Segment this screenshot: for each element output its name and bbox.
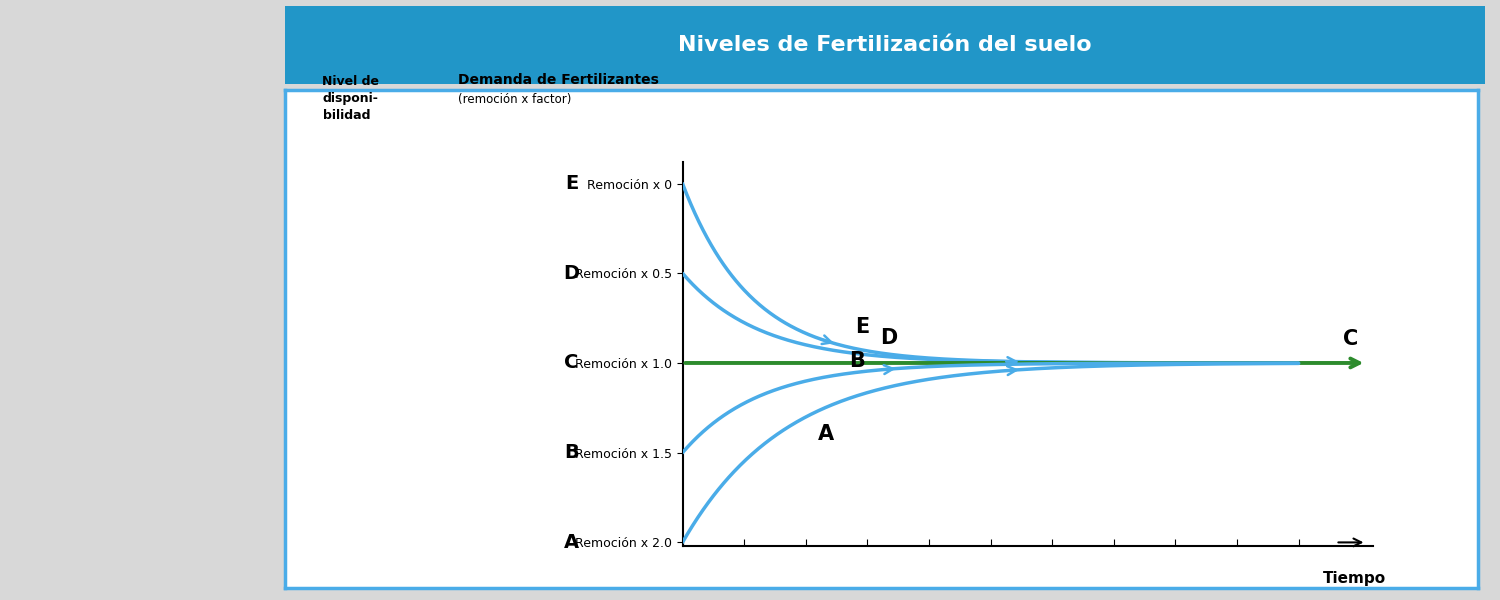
Text: D: D — [880, 328, 897, 347]
Text: E: E — [855, 317, 870, 337]
Text: B: B — [849, 352, 865, 371]
Text: A: A — [818, 424, 834, 444]
Text: C: C — [564, 353, 579, 373]
Text: Demanda de Fertilizantes: Demanda de Fertilizantes — [458, 73, 658, 87]
Text: E: E — [566, 174, 578, 193]
Text: Nivel de
disponi-
bilidad: Nivel de disponi- bilidad — [322, 75, 380, 122]
Text: C: C — [1344, 329, 1359, 349]
Text: (remoción x factor): (remoción x factor) — [458, 93, 572, 106]
Text: Niveles de Fertilización del suelo: Niveles de Fertilización del suelo — [678, 35, 1092, 55]
Text: Tiempo: Tiempo — [1323, 571, 1386, 586]
Text: D: D — [564, 264, 579, 283]
Text: B: B — [564, 443, 579, 462]
Text: A: A — [564, 533, 579, 552]
